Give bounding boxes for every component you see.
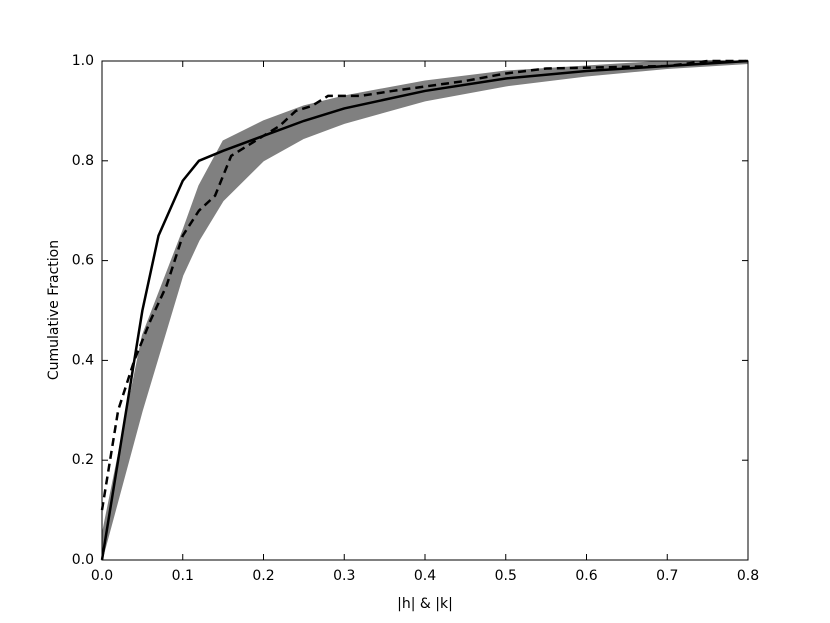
x-tick-label: 0.8 xyxy=(737,568,759,584)
x-tick-label: 0.6 xyxy=(575,568,597,584)
y-tick-label: 0.6 xyxy=(72,253,94,269)
line xyxy=(100,59,749,561)
x-axis-label: |h| & |k| xyxy=(397,596,453,612)
x-tick-label: 0.3 xyxy=(333,568,355,584)
plot-frame xyxy=(101,60,749,561)
x-tick-label: 0.4 xyxy=(414,568,436,584)
x-tick-label: 0.7 xyxy=(656,568,678,584)
x-tick-label: 0.0 xyxy=(91,568,113,584)
y-tick-label: 1.0 xyxy=(72,53,94,69)
x-tick-label: 0.2 xyxy=(252,568,274,584)
band xyxy=(101,60,749,561)
x-tick-label: 0.5 xyxy=(495,568,517,584)
y-tick-label: 0.4 xyxy=(72,352,94,368)
y-tick-label: 0.0 xyxy=(72,552,94,568)
y-axis-label: Cumulative Fraction xyxy=(46,240,62,380)
y-tick-label: 0.8 xyxy=(72,153,94,169)
y-tick-label: 0.2 xyxy=(72,452,94,468)
x-tick-label: 0.1 xyxy=(172,568,194,584)
line xyxy=(100,59,748,511)
